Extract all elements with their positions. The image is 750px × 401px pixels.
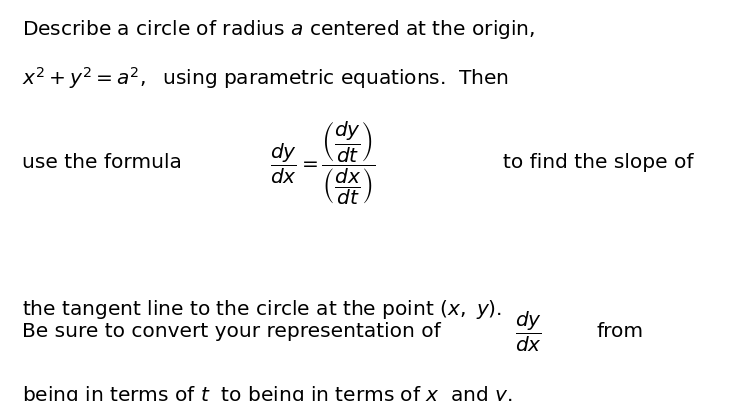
Text: Describe a circle of radius $a$ centered at the origin,: Describe a circle of radius $a$ centered… (22, 18, 536, 41)
Text: Be sure to convert your representation of: Be sure to convert your representation o… (22, 321, 441, 340)
Text: the tangent line to the circle at the point $(x,\ y)$.: the tangent line to the circle at the po… (22, 298, 502, 320)
Text: use the formula: use the formula (22, 153, 182, 172)
Text: to find the slope of: to find the slope of (503, 153, 693, 172)
Text: from: from (596, 321, 644, 340)
Text: $\dfrac{dy}{dx}$: $\dfrac{dy}{dx}$ (515, 309, 542, 353)
Text: $x^2 + y^2 = a^2,$  using parametric equations.  Then: $x^2 + y^2 = a^2,$ using parametric equa… (22, 65, 509, 91)
Text: being in terms of $t$  to being in terms of $x$  and $y$.: being in terms of $t$ to being in terms … (22, 383, 514, 401)
Text: $\dfrac{dy}{dx} = \dfrac{\left(\dfrac{dy}{dt}\right)}{\left(\dfrac{dx}{dt}\right: $\dfrac{dy}{dx} = \dfrac{\left(\dfrac{dy… (270, 119, 375, 206)
